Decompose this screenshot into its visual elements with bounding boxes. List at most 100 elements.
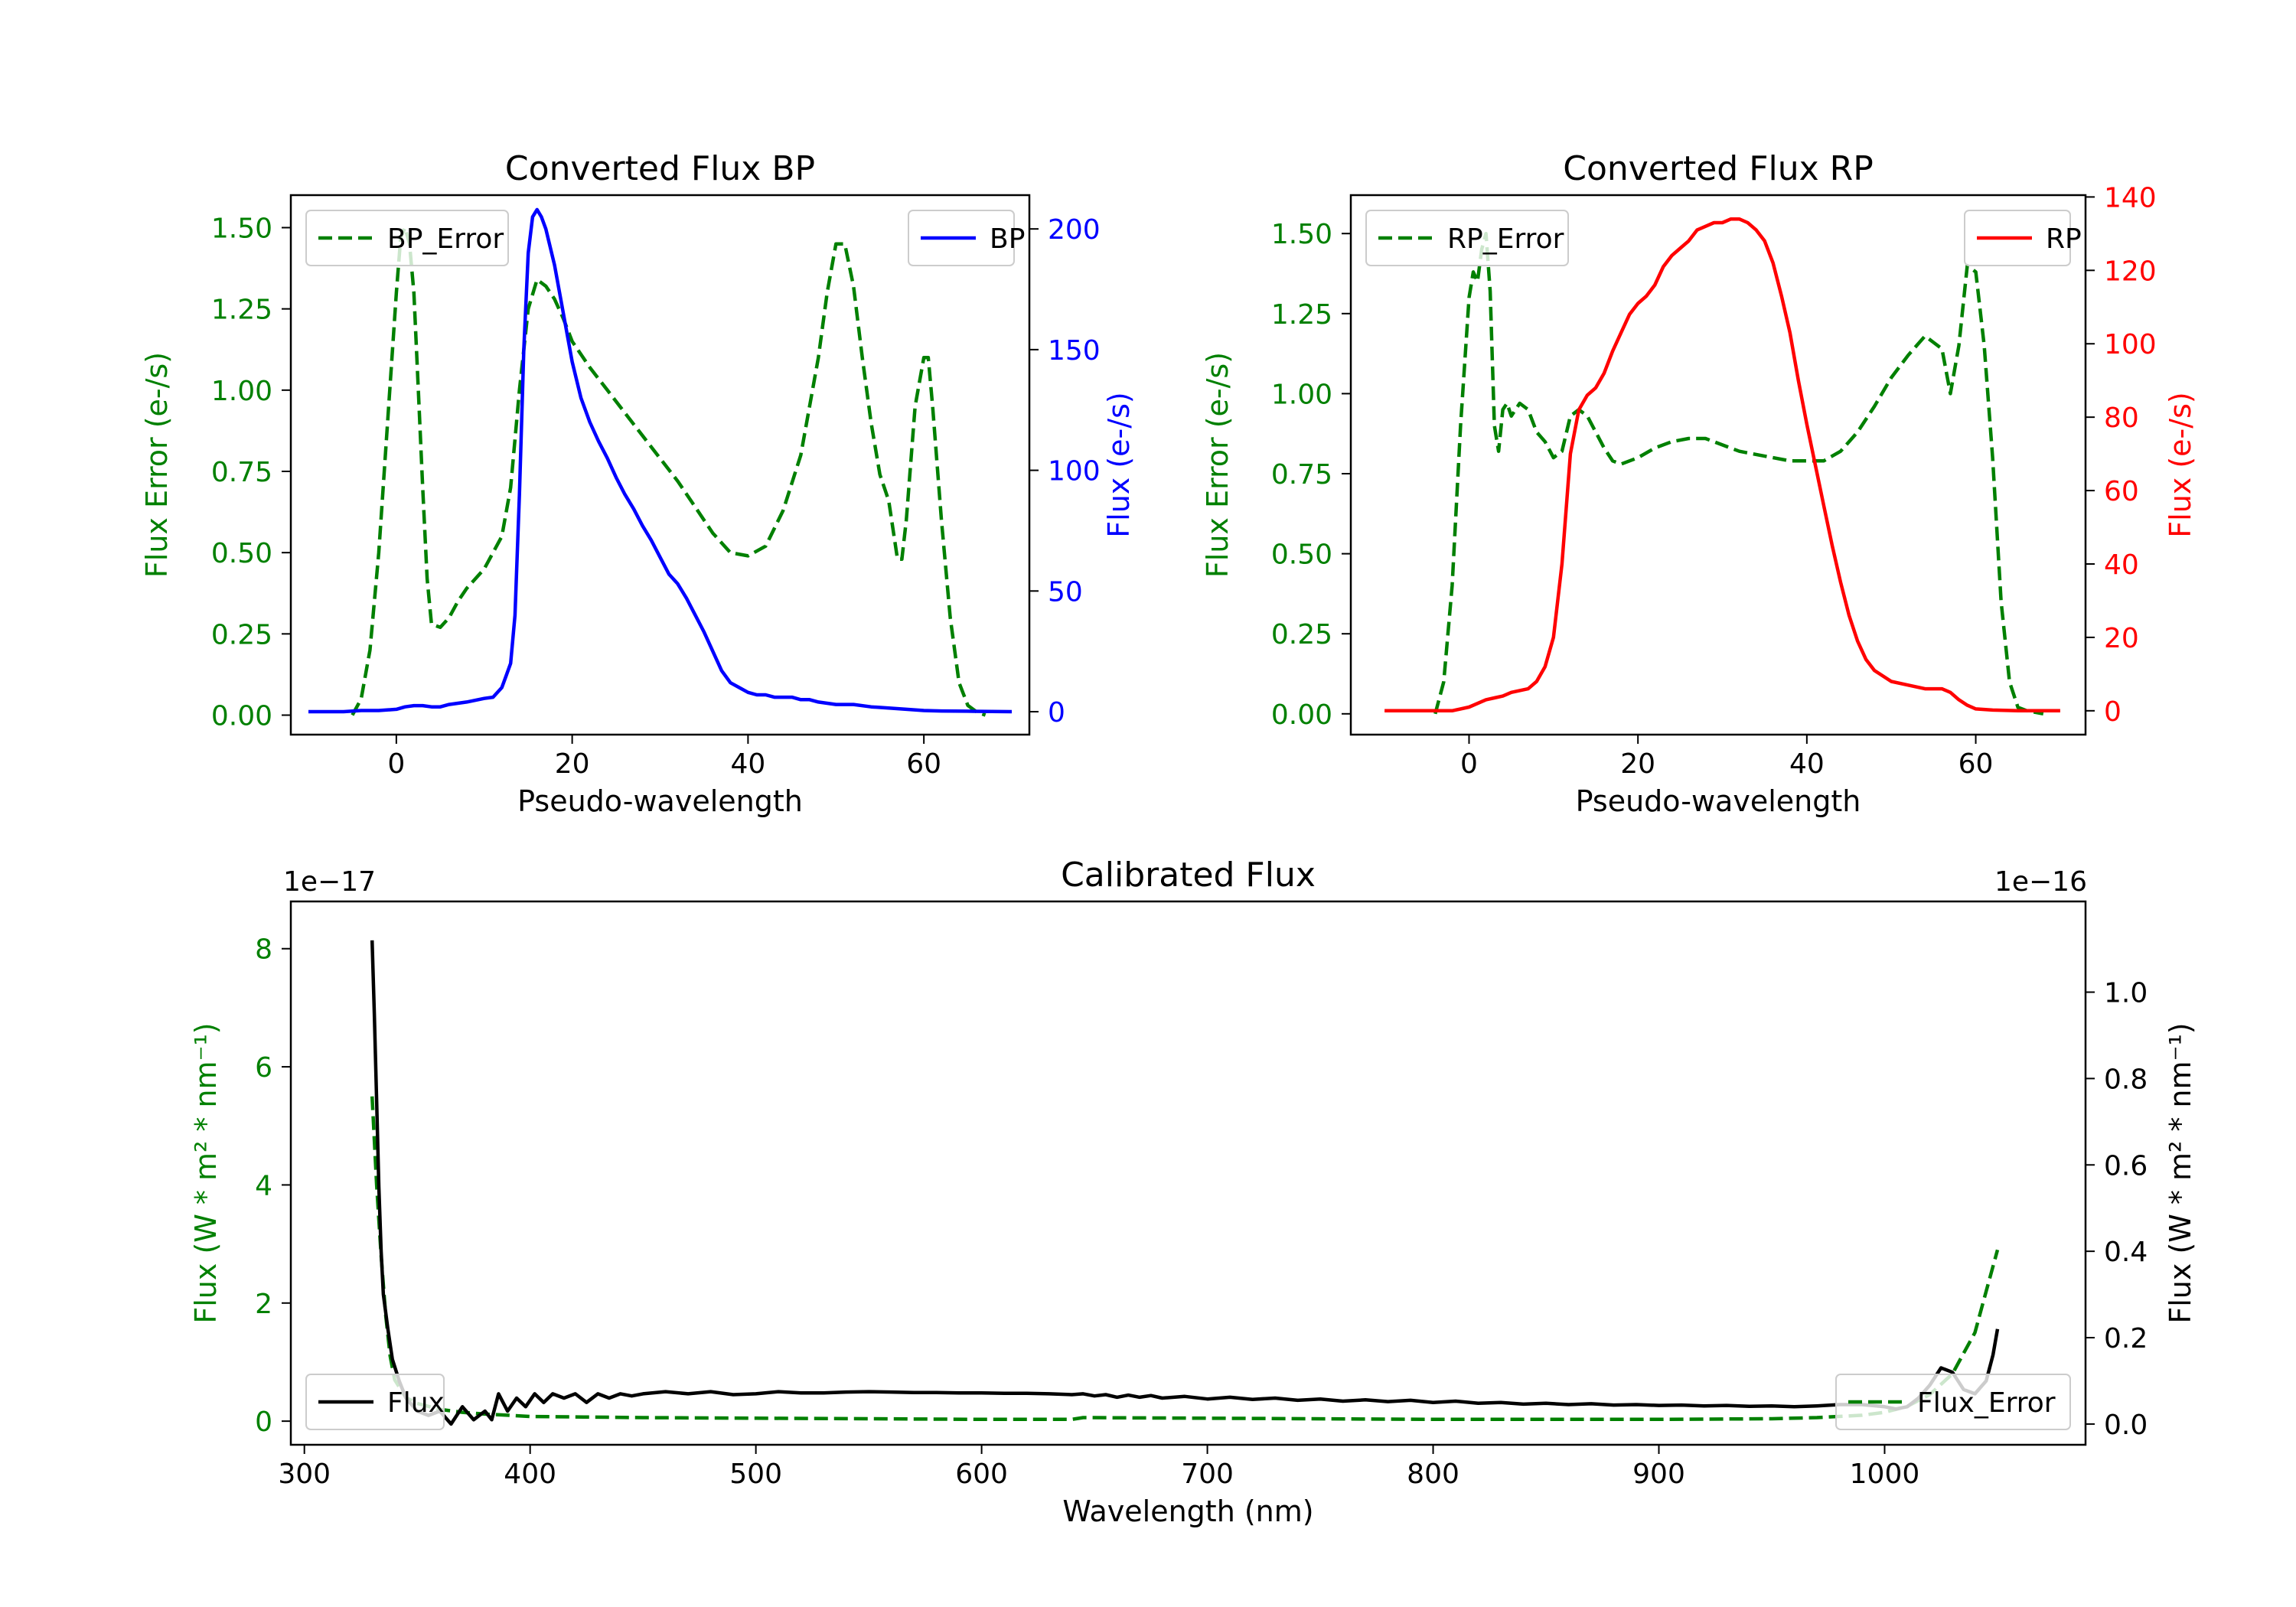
legend-label: Flux [387, 1387, 445, 1419]
x-tick-label: 20 [1620, 748, 1655, 780]
y-right-tick-label: 0.2 [2104, 1323, 2148, 1354]
x-tick-label: 600 [955, 1459, 1008, 1490]
legend-box [305, 1374, 445, 1430]
y-left-tick-label: 0.25 [211, 619, 272, 650]
y-left-axis-label: Flux (W * m² * nm⁻¹) [189, 1022, 223, 1323]
x-tick-label: 0 [387, 748, 405, 780]
x-tick-label: 60 [906, 748, 941, 780]
y-left-axis-label: Flux Error (e-/s) [140, 352, 174, 578]
x-axis-label: Wavelength (nm) [1062, 1495, 1313, 1528]
legend-box [1835, 1374, 2071, 1430]
axes-frame [1349, 194, 2087, 736]
y-left-tick-label: 1.50 [211, 213, 272, 244]
x-tick-label: 1000 [1850, 1459, 1920, 1490]
x-tick-label: 700 [1181, 1459, 1234, 1490]
y-right-tick-label: 120 [2104, 256, 2157, 287]
y-left-tick-label: 0.00 [1271, 699, 1332, 731]
axes-frame [289, 900, 2087, 1446]
y-right-tick-label: 100 [2104, 329, 2157, 360]
x-tick-label: 60 [1958, 748, 1994, 780]
y-left-tick-label: 0.50 [1271, 539, 1332, 571]
x-tick-label: 500 [729, 1459, 782, 1490]
legend-label: Flux_Error [1917, 1387, 2056, 1419]
chart-rp: Converted Flux RP 0 20 40 60 Pseudo-wavelengt… [1201, 149, 2197, 818]
series-group [308, 207, 1013, 717]
x-tick-label: 900 [1632, 1459, 1685, 1490]
y-left-axis-label: Flux Error (e-/s) [1201, 352, 1234, 578]
y-left-tick-label: 0.00 [211, 701, 272, 732]
series-line-bp-error [351, 226, 987, 717]
y-left-tick-label: 1.25 [211, 295, 272, 326]
legend-label: RP_Error [1447, 223, 1564, 255]
legend-label: RP [2046, 223, 2082, 255]
y-left-tick-label: 0.50 [211, 538, 272, 569]
y-right-tick-label: 0 [1048, 697, 1065, 729]
chart-title: Converted Flux RP [1563, 149, 1874, 188]
axes-frame [289, 194, 1031, 736]
legend-flux: Flux [305, 1374, 445, 1430]
legend-label: BP_Error [387, 223, 504, 255]
y-left-tick-label: 2 [255, 1289, 272, 1320]
y-right-tick-label: 200 [1048, 214, 1101, 246]
series-line-rp [1384, 217, 2060, 713]
y-right-tick-label: 0.0 [2104, 1410, 2148, 1441]
y-left-tick-label: 1.50 [1271, 219, 1332, 250]
y-left-tick-label: 4 [255, 1170, 272, 1201]
y-left-tick-label: 1.25 [1271, 299, 1332, 331]
legend-flux-error: Flux_Error [1835, 1374, 2071, 1430]
y-left-tick-label: 0.75 [211, 457, 272, 488]
y-right-tick-label: 50 [1048, 576, 1083, 608]
legend-bp-error: BP_Error [305, 210, 509, 266]
y-left-tick-label: 0.75 [1271, 459, 1332, 491]
series-group [1384, 217, 2060, 716]
y-right-tick-label: 0 [2104, 696, 2122, 728]
y-right-tick-label: 40 [2104, 549, 2139, 581]
y-right-axis-label: Flux (e-/s) [1102, 392, 1136, 537]
y-right-tick-label: 100 [1048, 456, 1101, 487]
y-left-tick-label: 0 [255, 1407, 272, 1438]
x-axis-label: Pseudo-wavelength [1576, 784, 1861, 818]
y-right-tick-label: 20 [2104, 623, 2139, 654]
legend-rp-error: RP_Error [1365, 210, 1569, 266]
x-tick-label: 0 [1460, 748, 1478, 780]
x-tick-label: 40 [1789, 748, 1825, 780]
y-right-tick-label: 140 [2104, 182, 2157, 214]
y-left-tick-label: 8 [255, 934, 272, 966]
chart-title: Calibrated Flux [1061, 856, 1316, 895]
x-tick-label: 800 [1407, 1459, 1459, 1490]
x-tick-label: 400 [504, 1459, 556, 1490]
y-right-tick-label: 1.0 [2104, 978, 2148, 1009]
x-tick-label: 300 [278, 1459, 331, 1490]
series-line-flux [370, 940, 2000, 1426]
series-line-rp-error [1433, 231, 2044, 716]
plots: Converted Flux BP0 20 40 60Pseudo-wavelengt… [140, 149, 2197, 1528]
y-right-tick-label: 80 [2104, 403, 2139, 434]
y-right-tick-label: 0.8 [2104, 1064, 2148, 1095]
y-left-tick-label: 0.25 [1271, 619, 1332, 650]
chart-bp: Converted Flux BP 0 20 40 60 Pseudo-wavelengt… [140, 149, 1136, 818]
x-tick-label: 20 [555, 748, 590, 780]
y-right-axis-label: Flux (W * m² * nm⁻¹) [2164, 1022, 2197, 1323]
x-tick-label: 40 [730, 748, 765, 780]
series-line-bp [308, 207, 1013, 714]
y-right-offset-label: 1e−16 [1994, 866, 2087, 898]
y-right-tick-label: 60 [2104, 476, 2139, 507]
y-left-tick-label: 1.00 [1271, 379, 1332, 410]
y-left-tick-label: 1.00 [211, 376, 272, 407]
y-right-tick-label: 0.4 [2104, 1237, 2148, 1268]
legend-rp: RP [1964, 210, 2082, 266]
legend-label: BP [990, 223, 1025, 255]
y-right-axis-label: Flux (e-/s) [2164, 392, 2197, 537]
x-axis-label: Pseudo-wavelength [517, 784, 803, 818]
legend-box [305, 210, 509, 266]
chart-title: Converted Flux BP [505, 149, 815, 188]
y-right-tick-label: 150 [1048, 335, 1101, 367]
y-right-tick-label: 0.6 [2104, 1150, 2148, 1182]
legend-bp: BP [908, 210, 1025, 266]
legend-box [1365, 210, 1569, 266]
y-left-tick-label: 6 [255, 1052, 272, 1084]
y-left-offset-label: 1e−17 [283, 866, 376, 898]
chart-cal: Calibrated Flux 300 400 500 600 700 800 900 1000… [189, 856, 2197, 1528]
